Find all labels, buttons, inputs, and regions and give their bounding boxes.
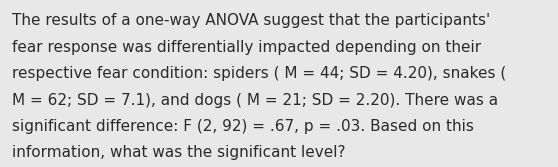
- Text: significant difference: F (2, 92) = .67, p = .03. Based on this: significant difference: F (2, 92) = .67,…: [12, 119, 474, 134]
- Text: M = 62; SD = 7.1), and dogs ( M = 21; SD = 2.20). There was a: M = 62; SD = 7.1), and dogs ( M = 21; SD…: [12, 93, 498, 108]
- Text: The results of a one-way ANOVA suggest that the participants': The results of a one-way ANOVA suggest t…: [12, 13, 490, 28]
- Text: information, what was the significant level?: information, what was the significant le…: [12, 145, 346, 160]
- Text: fear response was differentially impacted depending on their: fear response was differentially impacte…: [12, 40, 482, 55]
- Text: respective fear condition: spiders ( M = 44; SD = 4.20), snakes (: respective fear condition: spiders ( M =…: [12, 66, 507, 81]
